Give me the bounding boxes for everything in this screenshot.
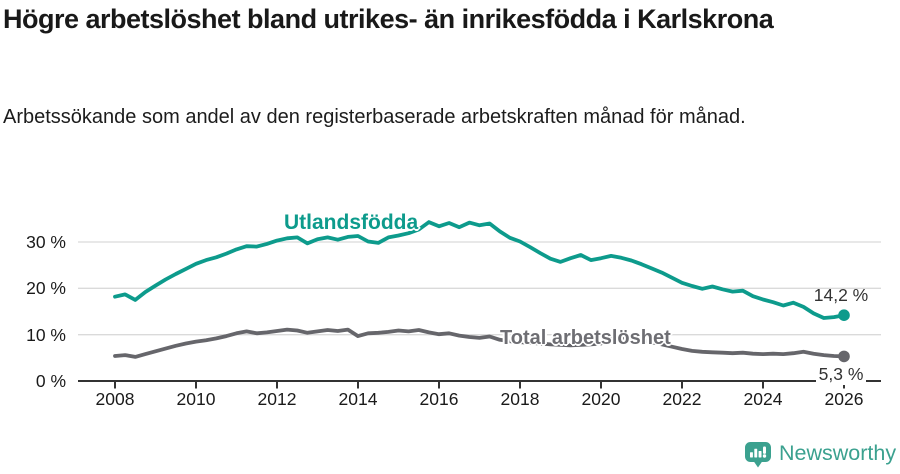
x-axis-label: 2016: [419, 389, 459, 409]
x-axis-label: 2020: [581, 389, 621, 409]
newsworthy-logo-icon: [745, 442, 771, 468]
y-axis-label: 20 %: [26, 278, 66, 298]
x-axis-label: 2018: [500, 389, 540, 409]
page-subtitle: Arbetssökande som andel av den registerb…: [3, 106, 746, 128]
series-label-utlandsfodda: Utlandsfödda: [284, 211, 419, 234]
x-axis-label: 2008: [95, 389, 135, 409]
y-axis-label: 30 %: [26, 232, 66, 252]
y-axis-label: 0 %: [35, 371, 66, 391]
end-value-label-total: 5,3 %: [816, 364, 866, 385]
page-title: Högre arbetslöshet bland utrikes- än inr…: [3, 4, 774, 34]
data-line-utlandsfodda: [113, 220, 846, 320]
x-axis-label: 2026: [824, 389, 864, 409]
end-value-label-utlandsfodda: 14,2 %: [813, 285, 869, 305]
newsworthy-brand-text: Newsworthy: [779, 441, 897, 465]
x-axis-label: 2014: [338, 389, 378, 409]
x-axis-label: 2010: [176, 389, 216, 409]
data-line-total: [113, 327, 846, 359]
x-axis-label: 2024: [743, 389, 783, 409]
x-axis-label: 2012: [257, 389, 297, 409]
end-dot-total: [838, 350, 850, 363]
x-axis-label: 2022: [662, 389, 702, 409]
end-dot-utlandsfodda: [838, 309, 850, 322]
series-label-total-arbetsloshet: Total arbetslöshet: [500, 327, 671, 349]
y-axis-label: 10 %: [26, 325, 66, 345]
